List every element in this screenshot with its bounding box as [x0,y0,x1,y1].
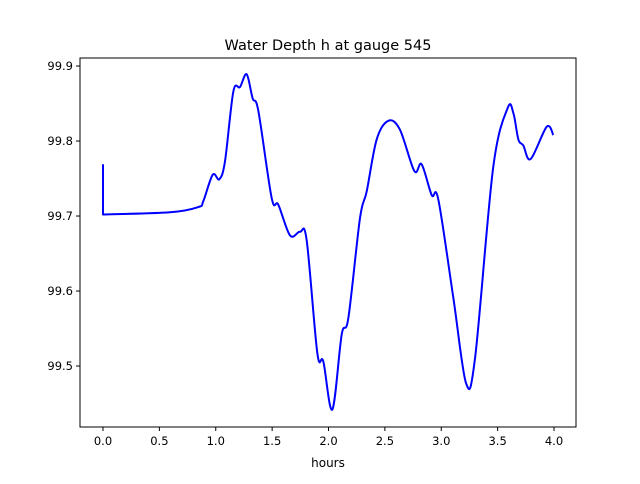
x-tick-label: 2.5 [376,434,394,448]
x-tick-label: 2.0 [319,434,337,448]
x-tick-label: 0.5 [150,434,168,448]
x-tick-label: 4.0 [545,434,563,448]
x-tick-label: 3.5 [488,434,506,448]
x-tick-label: 0.0 [94,434,112,448]
x-tick-label: 1.5 [263,434,281,448]
y-tick-label: 99.8 [47,134,73,148]
x-tick-label: 3.0 [432,434,450,448]
x-axis: 0.0 0.5 1.0 1.5 2.0 2.5 3.0 3.5 4.0 [94,427,563,448]
y-tick-label: 99.7 [47,209,73,223]
x-axis-label: hours [311,456,345,470]
chart-title: Water Depth h at gauge 545 [225,38,432,54]
y-tick-label: 99.5 [47,359,73,373]
y-tick-label: 99.6 [47,284,73,298]
x-tick-label: 1.0 [207,434,225,448]
y-tick-label: 99.9 [47,59,73,73]
y-axis: 99.5 99.6 99.7 99.8 99.9 [47,59,80,373]
plot-frame [79,57,577,428]
series-line-h [102,73,555,411]
